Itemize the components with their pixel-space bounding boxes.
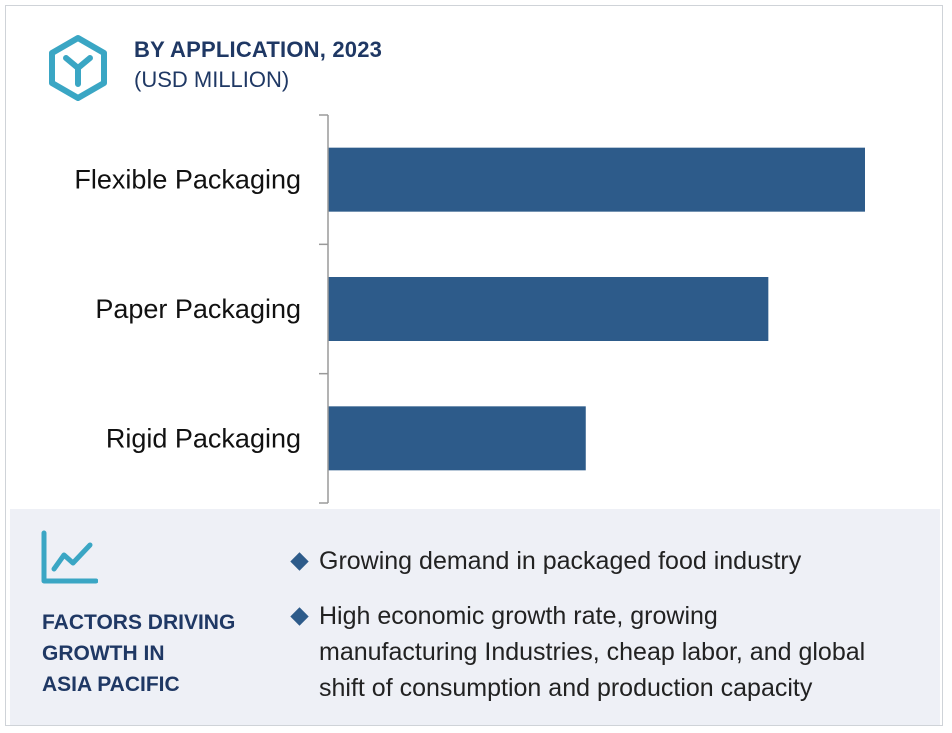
bar [328,406,586,471]
hexagon-logo-icon [49,35,107,101]
factors-heading-line: FACTORS DRIVING [42,611,236,634]
factor-bullet: Growing demand in packaged food industry [290,543,919,579]
factor-bullet: High economic growth rate, growing manuf… [290,598,919,706]
factors-heading: FACTORS DRIVING GROWTH IN ASIA PACIFIC [42,607,282,700]
factors-heading-line: ASIA PACIFIC [42,673,180,696]
factor-bullet-text: High economic growth rate, growing [319,602,718,630]
line-chart-icon [41,530,98,584]
factor-bullet-text: Growing demand in packaged food industry [319,547,802,575]
diamond-bullet-icon [290,552,309,571]
category-label: Paper Packaging [95,294,301,324]
bar [328,277,769,341]
category-label: Rigid Packaging [106,423,301,453]
factors-panel: FACTORS DRIVING GROWTH IN ASIA PACIFIC G… [10,509,940,725]
factor-bullet-text: manufacturing Industries, cheap labor, a… [319,638,866,666]
bar-chart: Flexible Packaging Paper Packaging Rigid P… [74,114,865,504]
chart-subtitle: (USD MILLION) [134,67,290,92]
factors-heading-line: GROWTH IN [42,642,165,665]
bar [328,147,865,212]
chart-title: BY APPLICATION, 2023 [134,37,383,62]
diamond-bullet-icon [290,607,309,626]
factor-bullet-text: shift of consumption and production capa… [319,674,813,702]
category-label: Flexible Packaging [74,165,301,195]
